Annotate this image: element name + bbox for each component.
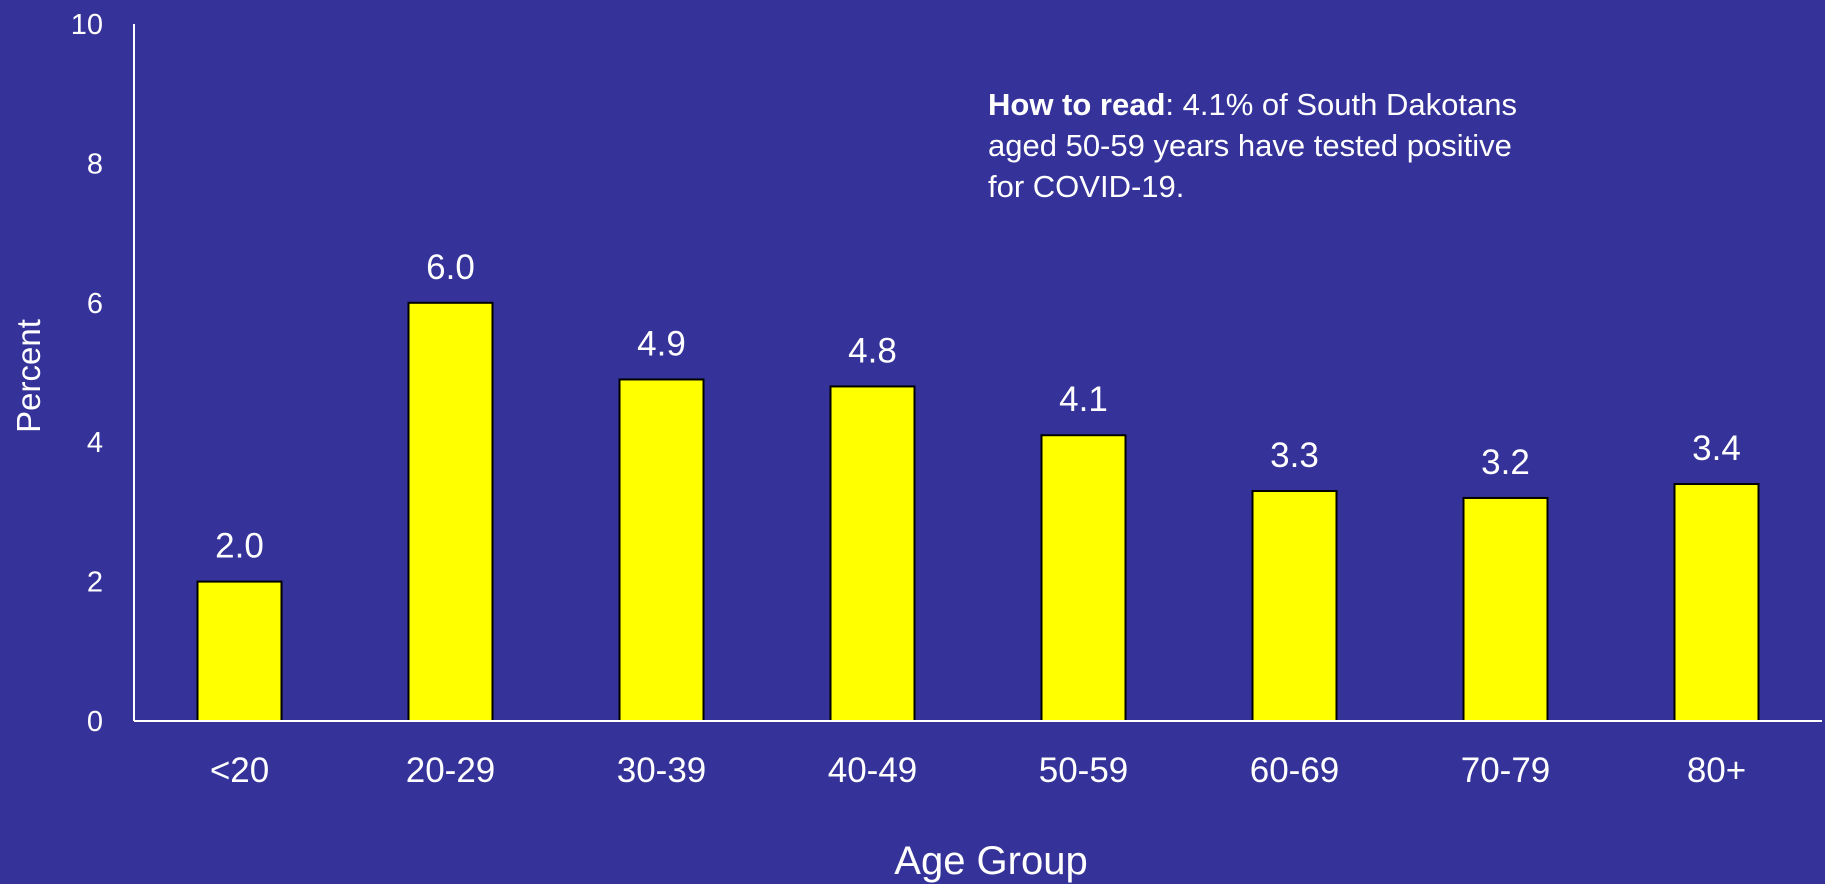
data-label: 3.3 xyxy=(1270,436,1319,475)
y-tick-labels: 0 2 4 6 8 10 xyxy=(71,9,103,738)
data-label: 3.4 xyxy=(1692,429,1741,468)
bar xyxy=(196,580,283,722)
data-label: 4.8 xyxy=(848,331,897,370)
x-tick-label: 20-29 xyxy=(406,751,496,790)
how-to-read-annotation: How to read: 4.1% of South Dakotans aged… xyxy=(988,84,1548,207)
bars-layer xyxy=(196,301,1760,722)
y-tick-label: 10 xyxy=(71,9,103,41)
data-label: 4.1 xyxy=(1059,380,1108,419)
y-axis-title: Percent xyxy=(10,319,47,433)
y-tick-label: 6 xyxy=(87,288,103,320)
y-tick-label: 4 xyxy=(87,427,103,459)
annotation-text: : 4.1% of South Dakotans aged 50-59 year… xyxy=(988,87,1517,204)
data-label: 4.9 xyxy=(637,324,686,363)
bar xyxy=(829,385,916,722)
x-tick-label: 60-69 xyxy=(1250,751,1340,790)
y-tick-label: 2 xyxy=(87,567,103,599)
bar xyxy=(407,301,494,722)
bar xyxy=(618,378,705,722)
x-tick-label: 70-79 xyxy=(1461,751,1551,790)
data-label: 3.2 xyxy=(1481,443,1530,482)
annotation-heading: How to read xyxy=(988,87,1166,122)
x-tick-labels: <20 20-29 30-39 40-49 50-59 60-69 70-79 80+ xyxy=(210,751,1746,790)
x-tick-label: <20 xyxy=(210,751,269,790)
bar xyxy=(1040,434,1127,722)
data-label: 6.0 xyxy=(426,248,475,287)
data-label: 2.0 xyxy=(215,527,264,566)
bar xyxy=(1462,496,1549,722)
y-tick-label: 8 xyxy=(87,148,103,180)
data-labels-layer: 2.0 6.0 4.9 4.8 4.1 3.3 3.2 3.4 xyxy=(215,248,1741,566)
x-tick-label: 40-49 xyxy=(828,751,918,790)
y-tick-label: 0 xyxy=(87,706,103,738)
x-tick-label: 50-59 xyxy=(1039,751,1129,790)
x-tick-label: 80+ xyxy=(1687,751,1746,790)
x-axis-title: Age Group xyxy=(894,839,1087,883)
bar xyxy=(1251,489,1338,722)
bar xyxy=(1673,483,1760,722)
x-tick-label: 30-39 xyxy=(617,751,707,790)
